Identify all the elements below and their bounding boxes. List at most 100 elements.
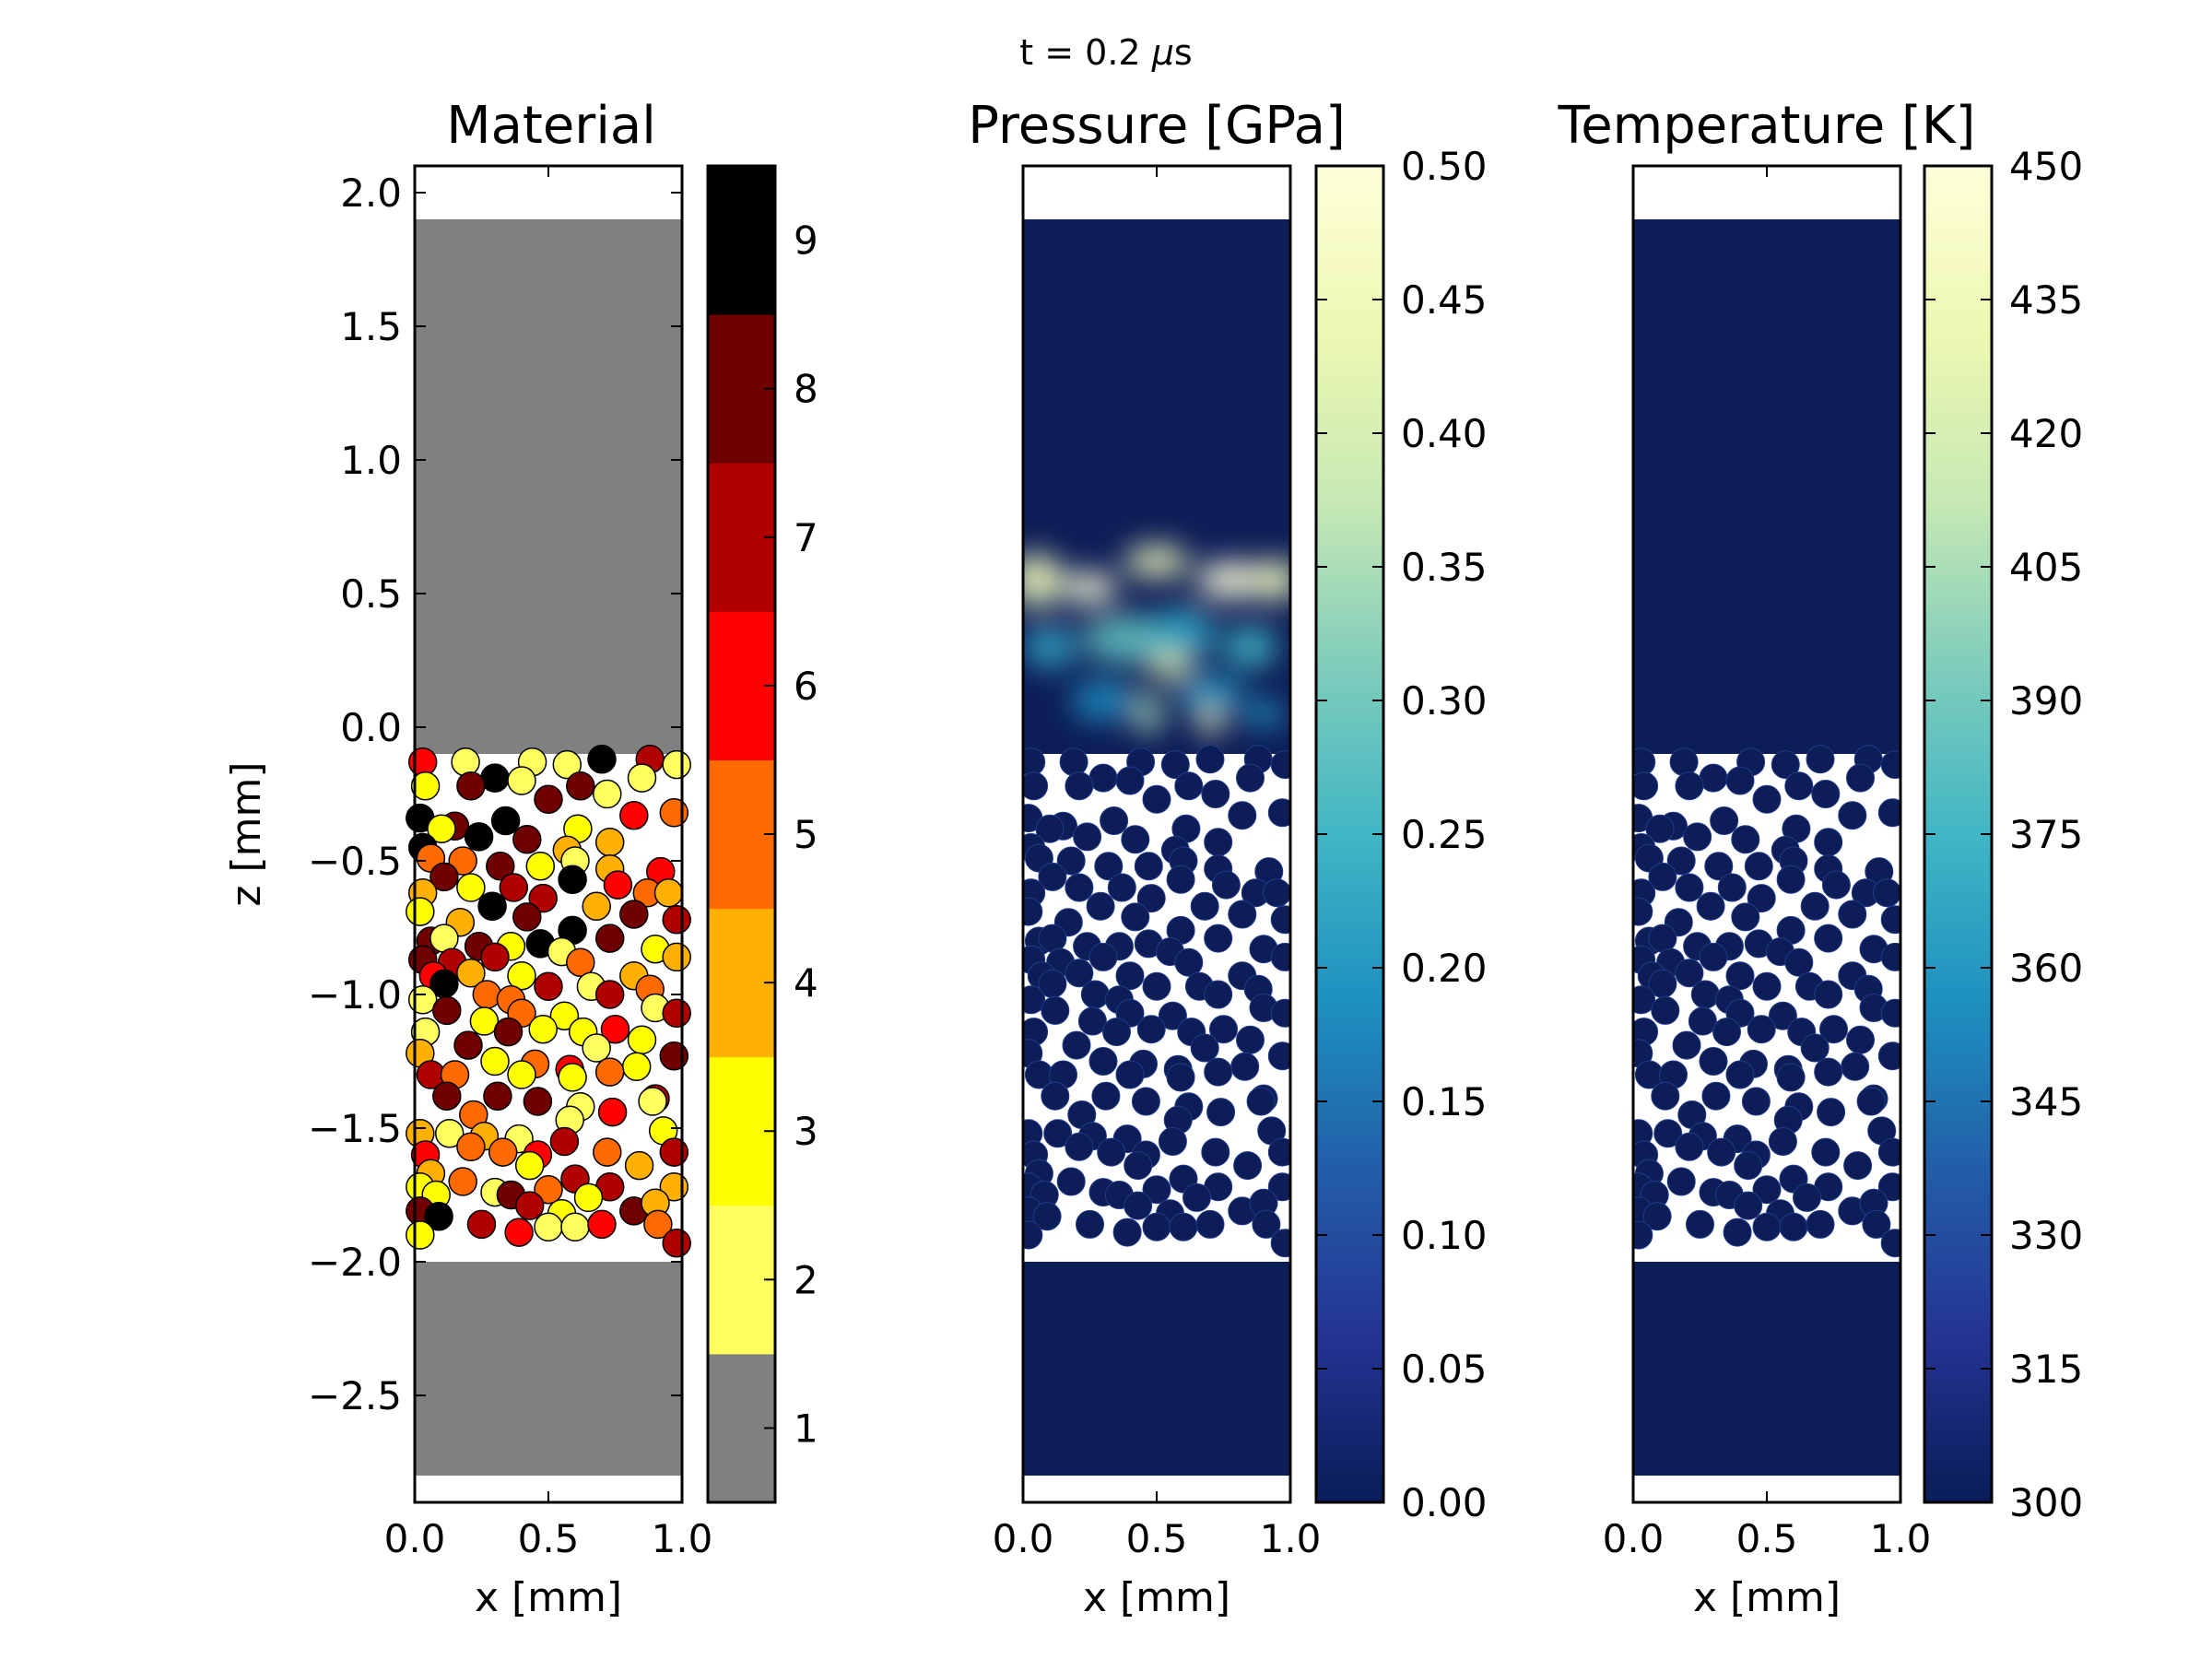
colorbar-tick-label: 345	[2009, 1079, 2083, 1124]
temperature-particle	[1734, 1191, 1763, 1220]
material-colorbar-ticks: 1 2 3 4 5 6 7 8 9	[764, 218, 818, 1451]
material-particle	[472, 980, 502, 1009]
material-particle	[587, 745, 617, 774]
colorbar-tick-label: 300	[2009, 1480, 2083, 1525]
pressure-particle	[1043, 1119, 1073, 1148]
pressure-x-ticks: 0.0 0.5 1.0	[993, 166, 1321, 1561]
material-particle	[427, 814, 456, 843]
colorbar-tick-label: 450	[2009, 144, 2083, 189]
temperature-particle	[1710, 806, 1739, 835]
pressure-particle	[1076, 1209, 1104, 1239]
material-particle	[480, 1046, 510, 1077]
material-particle	[534, 784, 563, 815]
temperature-particle	[1633, 985, 1656, 1015]
material-particle	[624, 1150, 654, 1181]
colorbar-level-9	[708, 166, 775, 315]
pressure-particle	[1136, 884, 1166, 913]
temperature-particle	[1800, 891, 1830, 921]
temperature-lower-block	[1633, 1262, 1900, 1476]
temperature-particle	[1701, 1081, 1731, 1111]
material-particle	[507, 766, 536, 795]
material-lower-block	[415, 1262, 682, 1476]
pressure-particle	[1091, 1081, 1121, 1111]
temperature-particle	[1690, 980, 1720, 1009]
material-particle	[621, 1052, 652, 1082]
temperature-colorbar-gradient	[1924, 166, 1992, 1502]
material-y-axis-label: z [mm]	[223, 761, 270, 906]
temperature-particle	[1699, 1047, 1728, 1076]
pressure-particle	[1115, 961, 1145, 991]
temperature-particle	[1814, 828, 1843, 857]
temperature-colorbar-ticks: 300 315 330 345 360 375 390 405 420 435 450	[1924, 144, 2083, 1525]
pressure-particle	[1056, 846, 1086, 876]
temperature-particle	[1675, 873, 1704, 902]
colorbar-tick-label: 420	[2009, 411, 2083, 456]
colorbar-level-4	[708, 908, 775, 1058]
material-particle	[525, 852, 556, 881]
pressure-particle	[1065, 873, 1094, 902]
material-particle	[552, 749, 582, 780]
pressure-particle	[1267, 798, 1290, 828]
temperature-particle	[1821, 870, 1851, 900]
pressure-wave-blob	[1241, 700, 1286, 727]
pressure-wave-blob	[1223, 625, 1277, 669]
pressure-panel-title: Pressure [GPa]	[968, 96, 1346, 156]
pressure-particle	[1182, 1182, 1211, 1212]
pressure-particle	[1097, 1137, 1126, 1167]
pressure-particle	[1124, 1191, 1153, 1220]
temperature-particle	[1686, 1209, 1714, 1239]
pressure-particle	[1263, 878, 1290, 908]
pressure-particle	[1158, 1001, 1187, 1030]
material-particle	[504, 1218, 534, 1247]
pressure-particle	[1174, 771, 1204, 801]
material-particle	[534, 1174, 563, 1205]
material-particle	[493, 1017, 524, 1047]
x-tick-label: 1.0	[652, 1516, 713, 1561]
temperature-particle	[1653, 1119, 1683, 1148]
material-particle	[587, 1209, 617, 1240]
y-tick-label: −1.5	[308, 1106, 402, 1151]
material-particle	[512, 902, 542, 932]
temperature-particle	[1707, 1137, 1736, 1167]
material-particle	[406, 1220, 435, 1250]
pressure-particle	[1023, 985, 1046, 1015]
pressure-particle	[1270, 942, 1290, 971]
temperature-particle	[1776, 1063, 1806, 1092]
y-tick-label: 0.5	[340, 571, 402, 617]
pressure-particle	[1136, 1015, 1166, 1044]
pressure-particle	[1209, 1015, 1238, 1044]
colorbar-tick-label: 0.20	[1401, 946, 1488, 991]
material-particle	[582, 891, 611, 922]
material-particle	[514, 1191, 545, 1220]
pressure-particle	[1023, 747, 1046, 777]
pressure-wave-blob	[1124, 545, 1189, 578]
pressure-particle	[1124, 1151, 1153, 1181]
temperature-particle	[1683, 822, 1712, 852]
pressure-particle	[1094, 852, 1124, 881]
material-particle	[534, 971, 563, 1002]
temperature-particle	[1784, 947, 1814, 977]
temperature-particle	[1747, 1015, 1776, 1044]
pressure-particle	[1270, 1229, 1290, 1258]
pressure-particle	[1121, 825, 1150, 854]
pressure-particle	[1134, 852, 1163, 881]
colorbar-tick-label: 9	[794, 218, 818, 264]
material-particle	[407, 747, 438, 777]
colorbar-level-6	[708, 611, 775, 760]
temperature-particle	[1725, 766, 1755, 795]
colorbar-tick-label: 0.05	[1401, 1347, 1488, 1392]
material-particle	[448, 1167, 477, 1196]
temperature-x-ticks: 0.0 0.5 1.0	[1603, 166, 1931, 1561]
temperature-particle	[1633, 1220, 1653, 1250]
material-particle	[448, 846, 477, 876]
colorbar-tick-label: 0.25	[1401, 812, 1488, 857]
material-particle	[593, 1137, 622, 1167]
colorbar-tick-label: 0.45	[1401, 277, 1488, 323]
pressure-wave-blob	[1255, 559, 1290, 602]
temperature-particle	[1699, 942, 1728, 971]
pressure-wave-blob	[1135, 692, 1162, 735]
material-particle	[424, 1201, 453, 1231]
pressure-panel: 0.0 0.5 1.0 x [mm]	[993, 164, 1321, 1621]
temperature-particle	[1768, 1127, 1797, 1156]
pressure-colorbar: 0.00 0.05 0.10 0.15 0.20 0.25 0.30 0.35 0.40 0.45…	[1314, 144, 1488, 1525]
